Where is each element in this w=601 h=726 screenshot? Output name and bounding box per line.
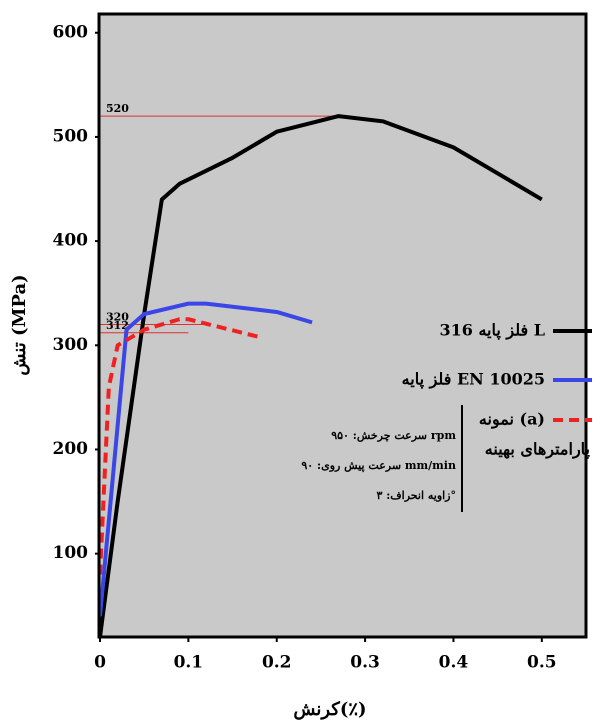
param-text: سرعت پیش روی: ۹۰ mm/min — [301, 459, 456, 472]
x-tick-label: 0.1 — [174, 653, 204, 673]
series-line — [98, 114, 543, 638]
x-tick-label: 0.4 — [439, 653, 469, 673]
x-axis-label: کرنش(٪) — [293, 699, 366, 720]
y-tick-label: 400 — [53, 231, 89, 251]
reference-label: 312 — [106, 319, 129, 332]
params-title: پارامترهای بهینه — [485, 440, 591, 460]
legend-label: نمونه (a) — [479, 410, 545, 430]
x-tick-label: 0.3 — [350, 653, 380, 673]
reference-label: 320 — [106, 310, 129, 323]
y-tick-label: 200 — [53, 439, 89, 459]
param-text: سرعت چرخش: ۹۵۰ rpm — [331, 429, 456, 442]
x-tick-label: 0 — [94, 653, 106, 673]
x-tick-label: 0.2 — [262, 653, 292, 673]
series-line — [98, 301, 313, 617]
reference-label: 520 — [106, 102, 129, 115]
y-tick-label: 100 — [53, 543, 89, 563]
legend-label: فلز پایه 316 L — [439, 321, 545, 341]
param-text: زاویه انحراف: ۳° — [376, 489, 456, 502]
series-line — [98, 317, 260, 575]
plot-frame — [97, 12, 588, 639]
y-tick-label: 300 — [53, 335, 89, 355]
y-tick-label: 600 — [53, 22, 89, 42]
y-axis-label: تنش (MPa) — [9, 274, 30, 375]
x-tick-label: 0.5 — [527, 653, 557, 673]
y-tick-label: 500 — [53, 126, 89, 146]
legend-label: فلز پایه EN 10025 — [402, 370, 545, 390]
